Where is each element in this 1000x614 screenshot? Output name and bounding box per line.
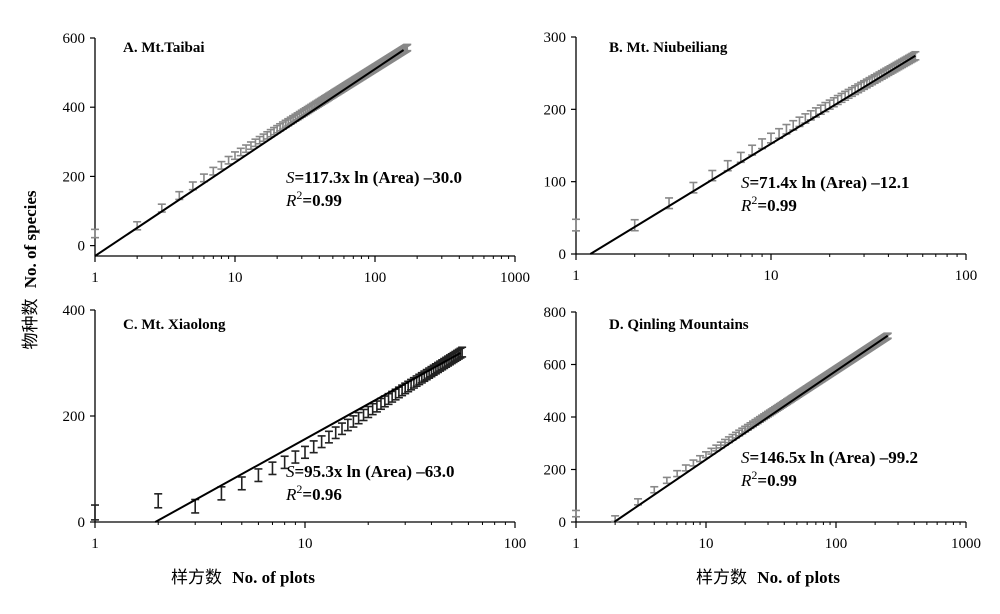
panel-c: 0 200 400 1 10 100 C. Mt. Xiaolong S=95.3x ln (… [63,303,527,552]
r-symbol: R [285,485,297,504]
fit-equation: S=117.3x ln (Area) –30.0 [286,168,462,187]
r-superscript: 2 [751,468,757,482]
y-tick-label: 0 [559,515,567,531]
y-tick-label: 200 [544,102,567,118]
x-tick-label: 1 [572,536,580,552]
equation-symbol: S [286,168,295,187]
panel-title: C. Mt. Xiaolong [123,317,226,333]
x-tick-label: 10 [699,536,714,552]
x-tick-label: 10 [228,270,243,286]
fit-equation: S=146.5x ln (Area) –99.2 [741,448,918,467]
y-tick-label: 0 [78,515,86,531]
fit-line [589,54,916,255]
equation-symbol: S [741,173,750,192]
y-tick-label: 400 [63,100,86,116]
r-squared: R2=0.96 [285,482,342,504]
fit-equation: S=71.4x ln (Area) –12.1 [741,173,910,192]
fit-equation: S=95.3x ln (Area) –63.0 [286,462,455,481]
r-value: =0.96 [302,485,341,504]
r-symbol: R [740,471,752,490]
equation-body: =71.4x ln (Area) –12.1 [750,173,910,192]
x-axis-title-right: 样方数 No. of plots [696,568,840,587]
x-tick-label: 10 [764,268,779,284]
x-tick-label: 100 [955,268,978,284]
r-squared: R2=0.99 [740,468,797,490]
x-tick-label: 1 [572,268,580,284]
y-tick-label: 600 [544,358,567,374]
y-tick-label: 300 [544,30,567,46]
equation-body: =117.3x ln (Area) –30.0 [295,168,463,187]
fit-line [613,334,889,523]
x-tick-label: 100 [504,536,527,552]
panel-d: 0 200 400 600 800 1 10 100 1000 D. Qinling Mounta… [544,305,982,552]
panel-title: A. Mt.Taibai [123,40,205,56]
y-tick-label: 200 [63,409,86,425]
y-tick-label: 200 [544,463,567,479]
y-tick-label: 800 [544,305,567,321]
r-superscript: 2 [296,188,302,202]
panel-a: 0 200 400 600 1 10 100 1000 A. Mt.Taibai S=117.3x… [63,31,531,286]
data-series [91,43,412,239]
panel-b: 0 100 200 300 1 10 100 B. Mt. Niubeiliang S=71.4… [544,30,978,284]
r-superscript: 2 [751,193,757,207]
r-squared: R2=0.99 [740,193,797,215]
x-tick-label: 1 [91,270,99,286]
x-axis-title-left: 样方数 No. of plots [171,568,315,587]
x-axis-title-left-cn: 样方数 [171,568,222,587]
r-superscript: 2 [296,482,302,496]
data-series [572,332,892,523]
fit-line [94,49,405,257]
x-axis-title-left-en: No. of plots [232,568,315,587]
x-axis-title-right-cn: 样方数 [696,568,747,587]
y-axis-title-en: No. of species [21,190,40,288]
data-series [91,346,467,521]
r-symbol: R [285,191,297,210]
y-tick-label: 600 [63,31,86,47]
r-value: =0.99 [757,471,796,490]
y-tick-label: 400 [63,303,86,319]
r-value: =0.99 [757,196,796,215]
y-tick-label: 400 [544,410,567,426]
y-tick-label: 0 [559,247,567,263]
x-tick-label: 1000 [500,270,530,286]
panel-title: D. Qinling Mountains [609,317,749,333]
r-squared: R2=0.99 [285,188,342,210]
x-tick-label: 100 [364,270,387,286]
panel-title: B. Mt. Niubeiliang [609,40,728,56]
equation-body: =95.3x ln (Area) –63.0 [295,462,455,481]
y-tick-label: 100 [544,175,567,191]
x-tick-label: 10 [298,536,313,552]
equation-symbol: S [741,448,750,467]
equation-body: =146.5x ln (Area) –99.2 [750,448,919,467]
x-axis-title-right-en: No. of plots [757,568,840,587]
x-tick-label: 100 [825,536,848,552]
y-tick-label: 200 [63,169,86,185]
fit-line [154,352,461,523]
x-tick-label: 1000 [951,536,981,552]
r-symbol: R [740,196,752,215]
y-tick-label: 0 [78,239,86,255]
r-value: =0.99 [302,191,341,210]
y-axis-title-cn: 物种数 [21,298,40,349]
y-axis-title: 物种数 No. of species [21,190,40,349]
x-tick-label: 1 [91,536,99,552]
equation-symbol: S [286,462,295,481]
